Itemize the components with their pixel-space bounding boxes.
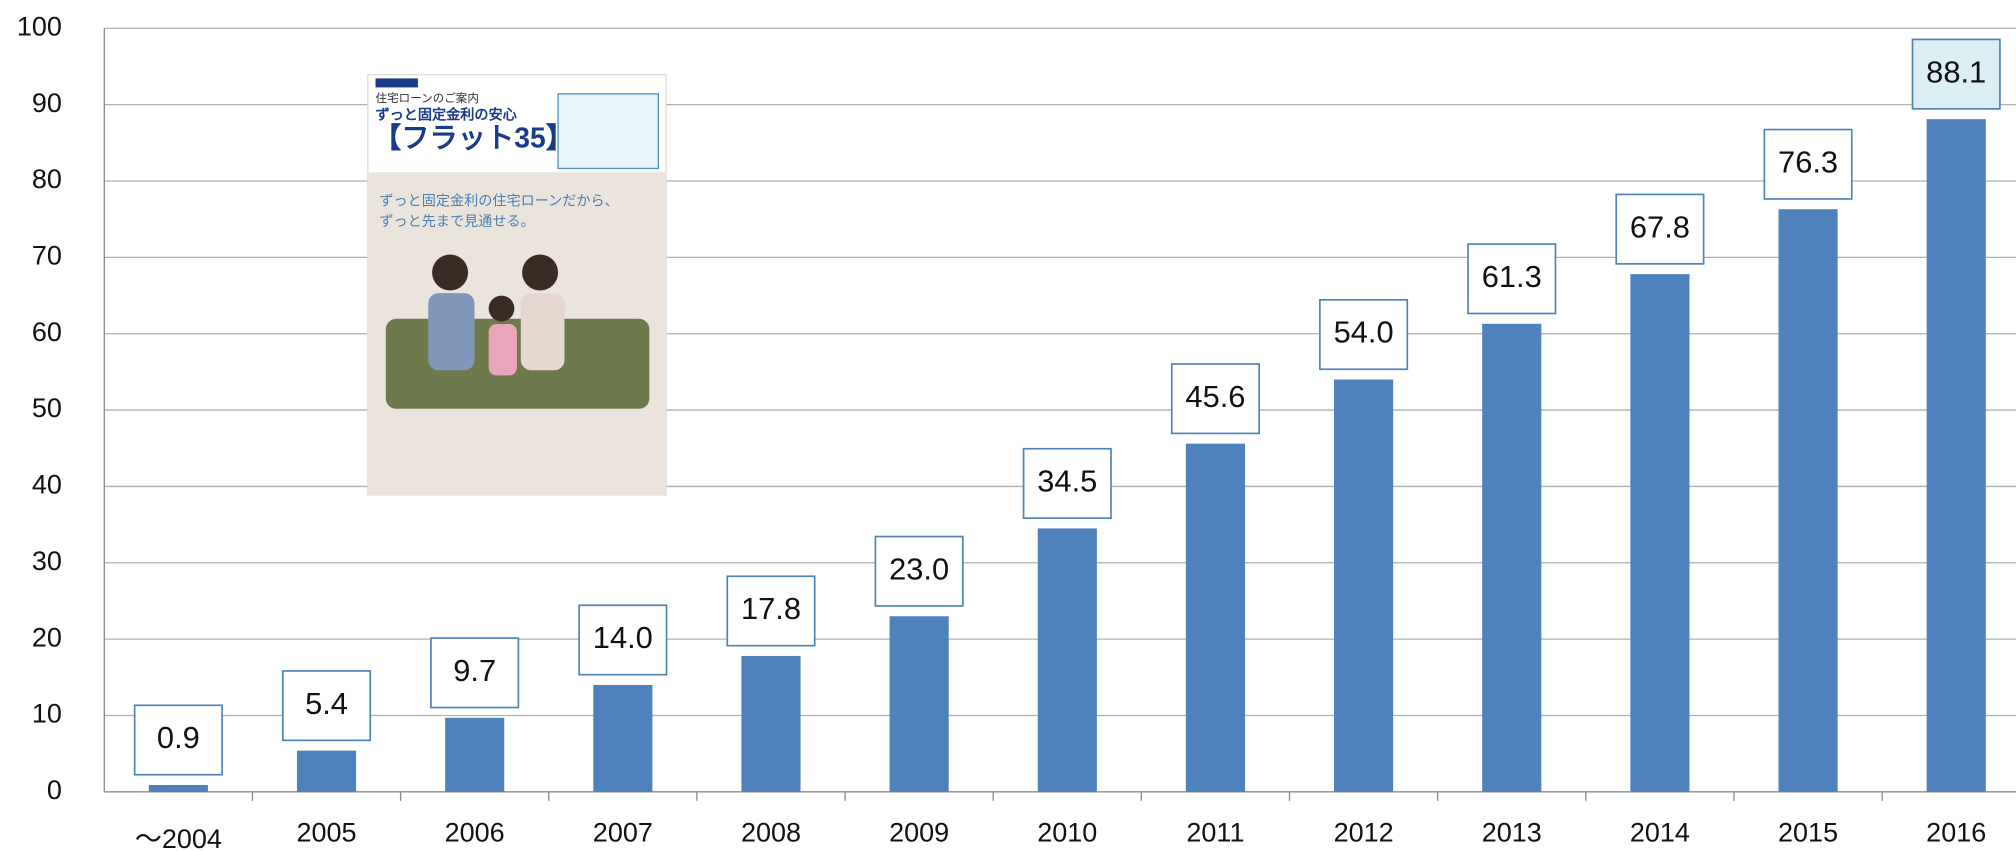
x-tick-label: 2011 — [1186, 817, 1244, 847]
value-label: 34.5 — [1037, 464, 1097, 499]
bar — [1630, 274, 1690, 792]
y-tick-label: 30 — [32, 546, 62, 576]
person — [428, 293, 475, 371]
y-tick-label: 90 — [32, 88, 62, 118]
bar — [1926, 119, 1986, 792]
bar — [1185, 443, 1246, 792]
x-tick-label: 2013 — [1482, 817, 1542, 847]
x-tick-label: 2009 — [889, 817, 949, 847]
x-tick-label: 2005 — [297, 817, 357, 847]
y-tick-label: 50 — [32, 393, 62, 423]
bar — [741, 655, 801, 792]
bar — [1334, 379, 1394, 792]
person — [488, 295, 515, 322]
bar — [445, 717, 505, 792]
bar — [1778, 209, 1838, 792]
brochure-header: 住宅ローンのご案内 — [376, 91, 479, 105]
value-label: 88.1 — [1926, 54, 1986, 89]
brochure: 住宅ローンのご案内 ずっと固定金利の安心 【フラット35】 ずっと固定金利の住宅… — [367, 73, 667, 496]
value-label-box — [1763, 128, 1853, 200]
value-label-box — [1022, 447, 1112, 519]
value-label-box — [281, 670, 372, 742]
x-tick-label: 2007 — [593, 817, 653, 847]
person — [432, 254, 469, 291]
value-label-box — [874, 535, 964, 607]
x-tick-label: 2016 — [1926, 817, 1986, 847]
brochure-title: ずっと固定金利の安心 — [376, 106, 517, 122]
y-tick-label: 70 — [32, 240, 62, 270]
value-label: 61.3 — [1482, 259, 1542, 294]
x-tick-label: 2015 — [1778, 817, 1838, 847]
value-label: 17.8 — [741, 591, 801, 626]
brochure-caption: ずっと先まで見通せる。 — [379, 213, 534, 229]
x-tick-label: ～2004 — [135, 824, 222, 851]
bar — [296, 750, 357, 792]
brochure-caption: ずっと固定金利の住宅ローンだから、 — [379, 193, 618, 209]
value-label-box — [133, 704, 223, 776]
bar — [1482, 323, 1542, 792]
brochure-brand: 【フラット35】 — [373, 122, 574, 154]
y-tick-label: 0 — [47, 775, 62, 805]
value-label: 9.7 — [453, 653, 496, 688]
x-tick-label: 2008 — [741, 817, 801, 847]
x-tick-label: 2014 — [1630, 817, 1690, 847]
x-tick-label: 2010 — [1037, 817, 1097, 847]
x-tick-label: 2012 — [1334, 817, 1394, 847]
bar — [889, 616, 949, 792]
value-label: 23.0 — [889, 551, 949, 586]
value-label-box — [578, 604, 668, 676]
person — [488, 323, 517, 376]
value-label: 14.0 — [593, 620, 653, 655]
value-label: 45.6 — [1185, 379, 1245, 414]
y-tick-label: 100 — [17, 11, 62, 41]
value-label-box — [1911, 38, 2001, 110]
value-label: 54.0 — [1334, 315, 1394, 350]
value-label-box — [1615, 193, 1705, 265]
value-label: 5.4 — [305, 686, 348, 721]
value-label-box — [430, 637, 520, 709]
value-label-box — [1170, 363, 1260, 435]
info-box — [557, 93, 659, 170]
person — [522, 254, 559, 291]
value-label: 67.8 — [1630, 209, 1690, 244]
value-label-box — [1467, 243, 1557, 315]
y-tick-label: 60 — [32, 317, 62, 347]
value-label: 76.3 — [1778, 144, 1838, 179]
y-tick-label: 80 — [32, 164, 62, 194]
bar — [148, 784, 208, 792]
sofa — [385, 318, 650, 409]
value-label: 0.9 — [157, 720, 200, 755]
y-tick-label: 40 — [32, 470, 62, 500]
y-tick-label: 10 — [32, 699, 62, 729]
y-tick-label: 20 — [32, 622, 62, 652]
badge — [375, 78, 418, 88]
value-label-box — [726, 575, 816, 647]
bar — [1037, 528, 1097, 792]
x-tick-label: 2006 — [445, 817, 505, 847]
bar — [593, 684, 653, 792]
value-label-box — [1319, 298, 1409, 371]
person — [520, 293, 565, 371]
